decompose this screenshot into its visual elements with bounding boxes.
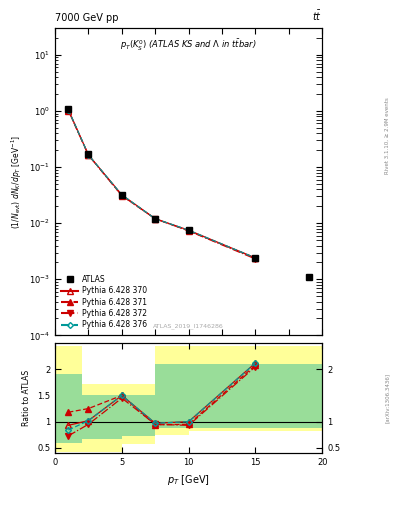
- Text: $t\bar{t}$: $t\bar{t}$: [312, 9, 322, 23]
- Text: ATLAS_2019_I1746286: ATLAS_2019_I1746286: [153, 324, 224, 329]
- Text: $p_T(K^0_S)$ (ATLAS KS and $\Lambda$ in t$\bar{t}$bar): $p_T(K^0_S)$ (ATLAS KS and $\Lambda$ in …: [120, 37, 257, 53]
- Text: [arXiv:1306.3436]: [arXiv:1306.3436]: [385, 373, 389, 423]
- Text: Rivet 3.1.10, ≥ 2.9M events: Rivet 3.1.10, ≥ 2.9M events: [385, 97, 389, 174]
- Legend: ATLAS, Pythia 6.428 370, Pythia 6.428 371, Pythia 6.428 372, Pythia 6.428 376: ATLAS, Pythia 6.428 370, Pythia 6.428 37…: [59, 273, 149, 332]
- Text: 7000 GeV pp: 7000 GeV pp: [55, 13, 119, 23]
- X-axis label: $p_T$ [GeV]: $p_T$ [GeV]: [167, 473, 210, 486]
- Y-axis label: Ratio to ATLAS: Ratio to ATLAS: [22, 370, 31, 426]
- Y-axis label: $(1/N_\mathrm{evt})\ dN_K/dp_T\ [\mathrm{GeV}^{-1}]$: $(1/N_\mathrm{evt})\ dN_K/dp_T\ [\mathrm…: [9, 135, 24, 229]
